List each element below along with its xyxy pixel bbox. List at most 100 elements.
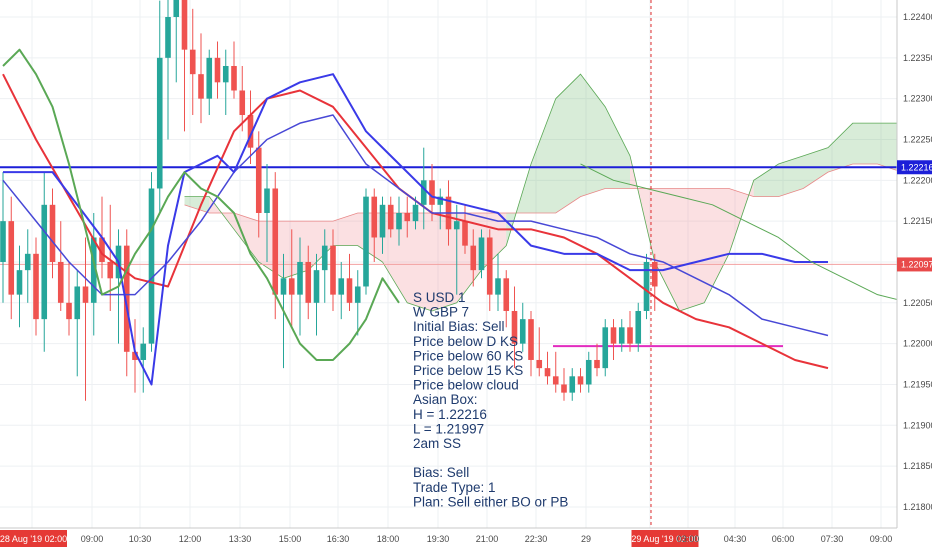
price-tick-label: 1.22150 — [903, 216, 932, 226]
candle-body — [635, 310, 642, 344]
note-line: Asian Box: — [413, 392, 478, 407]
candle-body — [453, 221, 460, 230]
candle-body — [420, 180, 427, 205]
candle-body — [231, 65, 237, 91]
cloud-segment — [753, 163, 779, 197]
candle-body — [387, 204, 394, 230]
time-tick-label: 22:30 — [525, 534, 548, 544]
time-label-bg — [631, 530, 699, 547]
time-tick-label: 16:30 — [327, 534, 350, 544]
candle-body — [371, 196, 378, 238]
time-axis-bg — [0, 528, 932, 550]
candle-body — [470, 245, 477, 271]
candle-body — [16, 270, 23, 295]
cloud-segment — [852, 123, 878, 164]
candle-body — [544, 368, 551, 377]
cloud-segment — [407, 212, 432, 311]
candle-body — [643, 261, 650, 311]
candle-body — [627, 327, 633, 344]
indicator-lines — [2, 48, 932, 386]
candle-body — [272, 188, 279, 295]
candle-body — [82, 286, 89, 303]
time-tick-label: 21:00 — [476, 534, 499, 544]
candle-body — [536, 359, 543, 369]
note-line: Price below 15 KS — [413, 363, 523, 378]
time-tick-label: 06:00 — [772, 534, 795, 544]
cloud-segment — [704, 188, 729, 303]
candle-body — [57, 261, 64, 303]
cloud-segment — [283, 221, 309, 279]
candle-body — [165, 17, 171, 58]
price-label-bg — [897, 257, 932, 272]
time-tick-label: 15:00 — [279, 534, 302, 544]
cloud-segment — [333, 212, 358, 246]
candle-body — [412, 204, 419, 222]
candle-body — [602, 327, 609, 369]
note-line: Initial Bias: Sell — [413, 319, 505, 334]
price-tick-label: 1.22350 — [903, 53, 932, 63]
note-line: Price below cloud — [413, 378, 519, 393]
candle-body — [503, 278, 510, 311]
time-tick-label: 03:00 — [677, 534, 700, 544]
cloud-segment — [234, 212, 259, 262]
indicator-line — [3, 73, 828, 386]
candle-body — [396, 212, 402, 230]
cloud-segment — [877, 123, 903, 173]
candle-body — [462, 221, 468, 246]
candle-body — [24, 253, 31, 271]
candle-body — [247, 114, 254, 148]
time-label-bg — [0, 530, 67, 547]
indicator-line — [2, 48, 400, 361]
note-line: H = 1.22216 — [413, 407, 487, 422]
price-label: 1.22216 — [901, 162, 932, 172]
candle-body — [239, 90, 246, 115]
time-tick-label: 13:30 — [229, 534, 252, 544]
senkou-span-a — [184, 163, 932, 222]
price-tick-label: 1.22000 — [903, 339, 932, 349]
note-line: L = 1.21997 — [413, 421, 484, 436]
time-tick-label: 04:30 — [724, 534, 747, 544]
price-tick-label: 1.22250 — [903, 134, 932, 144]
candle-body — [189, 49, 196, 75]
candle-body — [264, 188, 270, 213]
time-tick-label: 12:00 — [179, 534, 202, 544]
cloud-segment — [432, 212, 457, 311]
candle-body — [561, 384, 567, 393]
time-tick-label: 19:30 — [427, 534, 450, 544]
candle-body — [198, 74, 204, 99]
candle-body — [297, 261, 303, 295]
candle-body — [354, 286, 361, 303]
candle-body — [49, 204, 56, 262]
time-axis[interactable]: 28 Aug '19 02:00 09:00 10:30 12:00 13:30 15:0… — [0, 530, 892, 547]
candle-body — [148, 188, 155, 344]
candle-body — [569, 376, 576, 393]
cloud-segment — [555, 74, 581, 213]
price-tick-label: 1.21900 — [903, 420, 932, 430]
candle-body — [123, 245, 130, 352]
candle-body — [338, 278, 345, 295]
price-axis[interactable]: 1.22400 1.22350 1.22300 1.22250 1.22200 1.221… — [897, 12, 932, 550]
candle-body — [156, 57, 163, 189]
candle-body — [8, 221, 15, 295]
candle-body — [321, 245, 328, 271]
price-tick-label: 1.21850 — [903, 461, 932, 471]
price-tick-label: 1.22200 — [903, 175, 932, 185]
note-line: Price below 60 KS — [413, 348, 523, 363]
candle-body — [618, 327, 625, 344]
candle-body — [486, 237, 493, 295]
cloud-segment — [531, 98, 556, 213]
cloud-segment — [654, 188, 680, 311]
candle-body — [90, 237, 97, 303]
candle-body — [66, 302, 72, 320]
cloud-segment — [778, 155, 804, 197]
candle-body — [577, 376, 584, 385]
price-tick-label: 1.21950 — [903, 379, 932, 389]
time-label-highlight: 29 Aug '19 02:00 — [631, 534, 698, 544]
candle-body — [511, 310, 518, 344]
price-tick-label: 1.22400 — [903, 12, 932, 22]
candle-body — [206, 57, 213, 99]
note-line: W GBP 7 — [413, 305, 469, 320]
note-line: 2am SS — [413, 436, 461, 451]
